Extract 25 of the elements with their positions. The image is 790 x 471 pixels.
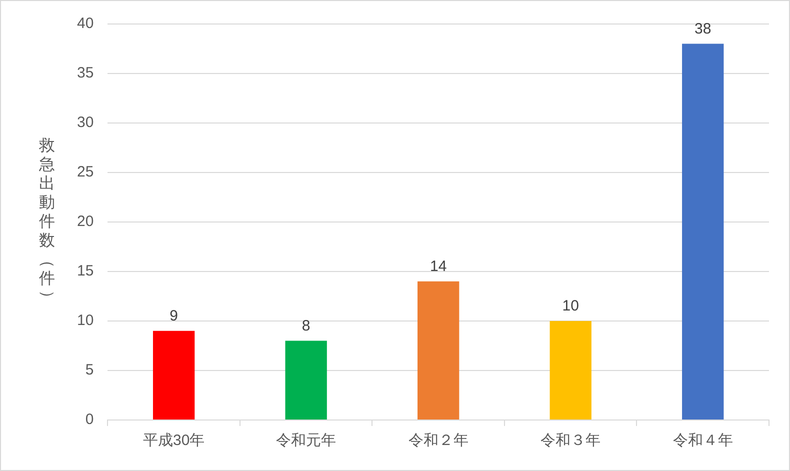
y-tick-label: 0 — [85, 411, 94, 428]
y-tick-label: 30 — [76, 114, 94, 132]
bar — [285, 340, 327, 420]
bar — [152, 330, 195, 420]
y-tick-label: 25 — [76, 164, 94, 181]
y-tick-label: 15 — [76, 262, 94, 280]
data-label: 14 — [430, 258, 447, 276]
bar — [550, 321, 592, 420]
x-tick-label: 令和元年 — [276, 432, 336, 450]
y-tick-label: 20 — [76, 213, 94, 230]
y-tick-label: 5 — [85, 362, 94, 379]
data-label: 10 — [562, 298, 579, 315]
y-tick-label: 35 — [76, 64, 94, 82]
data-label: 8 — [302, 317, 310, 334]
x-tick-label: 令和３年 — [540, 432, 601, 450]
y-tick-label: 10 — [76, 312, 94, 330]
bar — [682, 44, 724, 420]
y-tick-label: 40 — [76, 15, 94, 32]
x-tick-label: 平成30年 — [142, 432, 205, 450]
bar — [418, 281, 460, 420]
x-tick-label: 令和４年 — [672, 432, 733, 450]
x-tick-label: 令和２年 — [408, 432, 468, 450]
data-label: 38 — [694, 20, 712, 38]
data-label: 9 — [170, 308, 178, 325]
text: 救急出動件数（件） — [38, 137, 56, 306]
